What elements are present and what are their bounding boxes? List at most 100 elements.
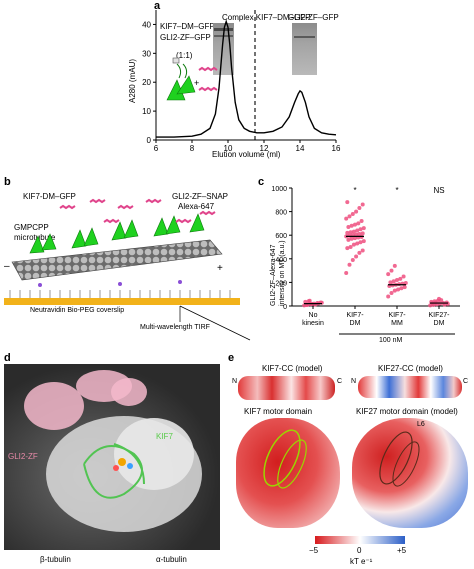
x-tick-label: 16 <box>332 144 341 153</box>
gli2-snap-label: GLI2-ZF–SNAP <box>172 192 229 201</box>
scale-unit-label: kT e⁻¹ <box>350 557 373 566</box>
data-point <box>344 216 349 221</box>
complex-label: Complex KIF7–DM–GFP <box>222 13 311 22</box>
data-point <box>351 229 356 234</box>
x-tick-label: 14 <box>296 144 305 153</box>
coverslip-surface <box>4 298 240 305</box>
data-point <box>355 241 360 246</box>
y-tick-label: 600 <box>275 233 287 240</box>
data-point <box>345 230 350 235</box>
data-point <box>398 276 403 281</box>
data-point <box>386 272 391 277</box>
kif27-cc-surface <box>358 376 462 398</box>
data-point <box>303 299 308 304</box>
data-point <box>389 268 394 273</box>
data-point <box>354 232 359 237</box>
kif7-gfp-cartoon-icon: + <box>166 57 218 101</box>
scale-max-label: +5 <box>397 546 407 555</box>
y-tick-label: 30 <box>142 49 151 58</box>
data-point <box>353 222 357 227</box>
data-point <box>360 248 365 253</box>
kif27-cc-title: KIF27-CC (model) <box>378 364 443 373</box>
data-point <box>361 226 366 231</box>
gel-strip-gli2 <box>292 23 317 75</box>
kif7-cc-title: KIF7-CC (model) <box>262 364 323 373</box>
significance-label: * <box>395 186 398 195</box>
data-point <box>346 224 351 229</box>
data-point <box>403 280 408 285</box>
y-tick-label: 0 <box>283 304 287 311</box>
concentration-label: 100 nM <box>379 337 403 344</box>
x-tick-label: No <box>309 312 318 319</box>
alexa-label: Alexa-647 <box>178 202 215 211</box>
x-tick-label: DM <box>350 320 361 327</box>
kif7-motor-title: KIF7 motor domain <box>244 407 313 416</box>
y-tick-label: 10 <box>142 107 151 116</box>
y-tick-label: 0 <box>147 136 152 145</box>
kif27-motor-surface <box>352 418 468 528</box>
data-point <box>360 231 365 236</box>
data-point <box>358 227 363 232</box>
data-point <box>399 286 404 291</box>
data-point <box>353 236 357 241</box>
kif7-c-label: C <box>337 378 343 385</box>
panel-a-elution-chart: 6 8 10 12 14 16 0 10 20 30 40 <box>142 10 341 153</box>
data-point <box>357 250 362 255</box>
data-point <box>358 240 363 245</box>
panel-d-letter: d <box>4 352 11 364</box>
y-tick-label: 400 <box>275 257 287 264</box>
data-point <box>386 294 391 299</box>
gmpcpp-label: GMPCPP <box>14 223 49 232</box>
significance-label: NS <box>433 186 444 195</box>
data-point <box>395 278 399 283</box>
data-point <box>345 246 350 251</box>
data-point <box>437 296 441 301</box>
x-tick-label: KIF27- <box>428 312 450 319</box>
data-point <box>354 254 359 259</box>
y-tick-label: 20 <box>142 78 151 87</box>
data-point <box>354 209 359 214</box>
data-point <box>347 214 352 219</box>
x-tick-label: 10 <box>224 144 233 153</box>
data-point <box>307 298 312 303</box>
data-point <box>357 232 362 237</box>
data-point <box>392 288 397 293</box>
coverslip-label: Neutravidin Bio-PEG coverslip <box>30 307 125 314</box>
data-point <box>388 280 393 285</box>
significance-label: * <box>353 186 356 195</box>
scale-min-label: −5 <box>309 546 319 555</box>
y-tick-label: 1000 <box>271 186 287 193</box>
minus-end-label: – <box>4 261 10 272</box>
kif7-motor-surface <box>236 418 340 528</box>
data-point <box>356 221 361 226</box>
data-point <box>357 206 362 211</box>
legend-kif7-dm-gfp: KIF7–DM–GFP <box>160 22 215 31</box>
data-point <box>349 236 354 241</box>
panel-b-letter: b <box>4 176 11 188</box>
x-tick-label: 8 <box>190 144 195 153</box>
data-point <box>348 230 353 235</box>
l6-label: L6 <box>417 421 425 428</box>
microtubule-label: microtubule <box>14 233 56 242</box>
x-tick-label: MM <box>391 320 403 327</box>
x-tick-label: 12 <box>260 144 269 153</box>
kif7-label: KIF7 <box>156 432 173 441</box>
svg-text:+: + <box>194 78 199 88</box>
panel-c-letter: c <box>258 176 265 188</box>
data-point <box>389 291 394 296</box>
x-tick-label: KIF7- <box>346 312 364 319</box>
x-tick-label: KIF7- <box>388 312 406 319</box>
data-point <box>350 257 355 262</box>
electrostatic-scale-bar <box>315 536 405 544</box>
panel-e-letter: e <box>228 352 235 364</box>
x-tick-label: kinesin <box>302 320 324 327</box>
data-point <box>402 285 407 290</box>
tirf-label: Multi-wavelength TIRF <box>140 324 210 331</box>
ratio-label: (1:1) <box>176 51 193 60</box>
data-point <box>349 223 354 228</box>
data-point <box>361 239 366 244</box>
beta-tubulin-label: β-tubulin <box>40 555 71 564</box>
kif7-n-label: N <box>232 378 238 385</box>
data-point <box>350 211 355 216</box>
